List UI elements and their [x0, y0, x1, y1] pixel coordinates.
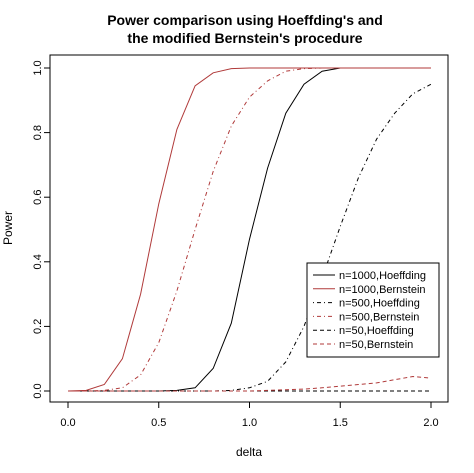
y-tick-label: 1.0 [32, 60, 44, 75]
series-layer [67, 67, 432, 392]
legend-label-6: n=50,Bernstein [339, 339, 413, 351]
y-tick-label: 0.8 [32, 125, 44, 140]
legend-label-3: n=500,Hoeffding [339, 298, 420, 310]
chart-title-line-2: the modified Bernstein's procedure [127, 30, 362, 46]
y-tick-label: 0.4 [32, 254, 44, 269]
legend-label-5: n=50,Hoeffding [339, 325, 414, 337]
y-tick-label: 0.6 [32, 190, 44, 205]
y-axis-label: Power [1, 211, 15, 245]
y-axis: 0.0 0.2 0.4 0.6 0.8 1.0 [32, 60, 50, 399]
series-line-3 [68, 83, 432, 392]
x-tick-label: 0.5 [151, 417, 166, 429]
x-tick-label: 0.0 [60, 417, 75, 429]
y-tick-label: 0.2 [32, 319, 44, 334]
chart-title-line-1: Power comparison using Hoeffding's and [107, 12, 383, 28]
x-axis: 0.0 0.5 1.0 1.5 2.0 [60, 402, 439, 429]
x-tick-label: 2.0 [423, 417, 438, 429]
x-tick-label: 1.5 [333, 417, 348, 429]
y-tick-label: 0.0 [32, 383, 44, 398]
series-line-6 [68, 375, 432, 392]
x-tick-label: 1.0 [242, 417, 257, 429]
legend-label-4: n=500,Bernstein [339, 311, 419, 323]
legend-label-1: n=1000,Hoeffding [339, 270, 426, 282]
legend: n=1000,Hoeffding n=1000,Bernstein n=500,Ho… [306, 262, 440, 358]
legend-box [306, 262, 440, 358]
series-line-4 [68, 67, 431, 392]
x-axis-label: delta [236, 445, 262, 459]
legend-label-2: n=1000,Bernstein [339, 284, 426, 296]
